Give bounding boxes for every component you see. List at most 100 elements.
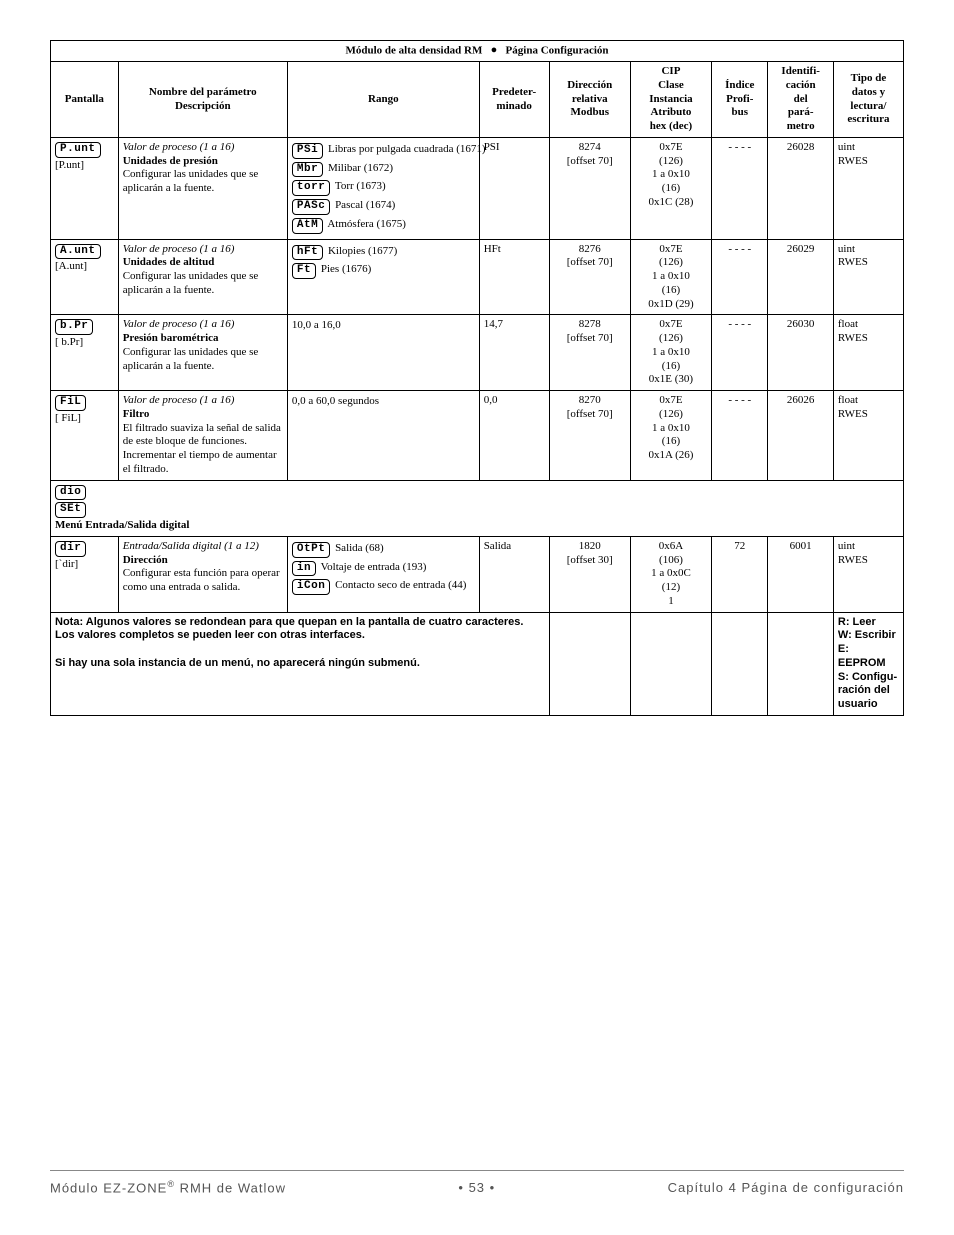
range-option: PSi Libras por pulgada cuadrada (1671): [292, 142, 475, 160]
param-context: Valor de proceso (1 a 16): [123, 141, 235, 153]
legend-cell: R: Leer W: Escribir E: EEPROM S: Configu…: [833, 612, 903, 715]
display-seg-icon: b.Pr: [55, 319, 93, 335]
page-canvas: Módulo de alta densidad RM ● Página Conf…: [50, 40, 904, 1195]
col-tipo: Tipo de datos y lectura/ escritura: [833, 62, 903, 138]
param-context: Valor de proceso (1 a 16): [123, 318, 235, 330]
cell-modbus: 8276[offset 70]: [549, 239, 630, 315]
param-context: Valor de proceso (1 a 16): [123, 394, 235, 406]
param-desc: Configurar las unidades que se aplicarán…: [123, 168, 259, 194]
table-row: FiL [ FiL] Valor de proceso (1 a 16) Fil…: [51, 391, 904, 481]
display-sub: [ FiL]: [55, 412, 81, 424]
col-pantalla: Pantalla: [51, 62, 119, 138]
cell-default: HFt: [479, 239, 549, 315]
footer-left-b: RMH de Watlow: [175, 1180, 286, 1195]
seg-icon: PASc: [292, 199, 330, 215]
cell-cip: 0x6A(106)1 a 0x0C(12)1: [630, 536, 711, 612]
col-nombre: Nombre del parámetro Descripción: [118, 62, 287, 138]
cell-type: uint RWES: [833, 239, 903, 315]
table-body: P.unt [P.unt] Valor de proceso (1 a 16) …: [51, 137, 904, 715]
cell-cip: 0x7E(126)1 a 0x10(16)0x1A (26): [630, 391, 711, 481]
footer-mid: • 53 •: [458, 1180, 495, 1195]
cell-ident: 26028: [768, 137, 833, 239]
cell-ident: 26029: [768, 239, 833, 315]
seg-icon: in: [292, 561, 316, 577]
param-desc: El filtrado suaviza la señal de salida d…: [123, 422, 281, 475]
cell-type: uint RWES: [833, 536, 903, 612]
range-option: iCon Contacto seco de entrada (44): [292, 578, 475, 596]
seg-icon: Mbr: [292, 162, 323, 178]
param-name: Dirección: [123, 554, 168, 566]
cell-default: Salida: [479, 536, 549, 612]
param-name: Presión barométrica: [123, 332, 219, 344]
table-row: b.Pr [ b.Pr] Valor de proceso (1 a 16) P…: [51, 315, 904, 391]
note-row: Nota: Algunos valores se redondean para …: [51, 612, 904, 715]
seg-icon: torr: [292, 180, 330, 196]
cell-default: 0,0: [479, 391, 549, 481]
seg-icon: PSi: [292, 143, 323, 159]
cell-cip: 0x7E(126)1 a 0x10(16)0x1C (28): [630, 137, 711, 239]
param-desc: Configurar las unidades que se aplicarán…: [123, 346, 259, 372]
title-right: Página Configuración: [506, 44, 609, 56]
param-desc: Configurar las unidades que se aplicarán…: [123, 270, 259, 296]
col-ident: Identifi- cación del pará- metro: [768, 62, 833, 138]
display-sub: [P.unt]: [55, 159, 84, 171]
cell-default: 14,7: [479, 315, 549, 391]
col-pred: Predeter- minado: [479, 62, 549, 138]
seg-icon: hFt: [292, 245, 323, 261]
seg-icon: AtM: [292, 218, 323, 234]
footer-right: Capítulo 4 Página de configuración: [668, 1180, 904, 1195]
range-option: AtM Atmósfera (1675): [292, 217, 475, 235]
param-desc: Configurar esta función para operar como…: [123, 567, 280, 593]
cell-profibus: - - - -: [712, 137, 768, 239]
range-option: torr Torr (1673): [292, 179, 475, 197]
display-seg-icon: FiL: [55, 395, 86, 411]
range-option: PASc Pascal (1674): [292, 198, 475, 216]
display-seg-icon: dir: [55, 541, 86, 557]
range-text: 10,0 a 16,0: [292, 319, 475, 333]
range-option: in Voltaje de entrada (193): [292, 560, 475, 578]
param-name: Filtro: [123, 408, 150, 420]
param-context: Valor de proceso (1 a 16): [123, 243, 235, 255]
page-footer: Módulo EZ-ZONE® RMH de Watlow • 53 • Cap…: [50, 1170, 904, 1195]
param-name: Unidades de altitud: [123, 256, 215, 268]
cell-ident: 26030: [768, 315, 833, 391]
display-sub: [A.unt]: [55, 260, 87, 272]
col-rango: Rango: [287, 62, 479, 138]
footer-left-a: Módulo EZ-ZONE: [50, 1180, 167, 1195]
table-row: P.unt [P.unt] Valor de proceso (1 a 16) …: [51, 137, 904, 239]
cell-profibus: - - - -: [712, 315, 768, 391]
range-option: Ft Pies (1676): [292, 262, 475, 280]
param-name: Unidades de presión: [123, 155, 218, 167]
cell-profibus: 72: [712, 536, 768, 612]
cell-type: float RWES: [833, 391, 903, 481]
col-profi: Índice Profi- bus: [712, 62, 768, 138]
col-cip: CIP Clase Instancia Atributo hex (dec): [630, 62, 711, 138]
range-option: hFt Kilopies (1677): [292, 244, 475, 262]
cell-type: float RWES: [833, 315, 903, 391]
parameter-table: Módulo de alta densidad RM ● Página Conf…: [50, 40, 904, 716]
cell-cip: 0x7E(126)1 a 0x10(16)0x1E (30): [630, 315, 711, 391]
cell-profibus: - - - -: [712, 239, 768, 315]
table-row: dir [`dir] Entrada/Salida digital (1 a 1…: [51, 536, 904, 612]
cell-modbus: 1820[offset 30]: [549, 536, 630, 612]
menu-seg-icon: SEt: [55, 502, 86, 518]
cell-modbus: 8274[offset 70]: [549, 137, 630, 239]
range-option: OtPt Salida (68): [292, 541, 475, 559]
param-context: Entrada/Salida digital (1 a 12): [123, 540, 259, 552]
range-text: 0,0 a 60,0 segundos: [292, 395, 475, 409]
seg-icon: iCon: [292, 579, 330, 595]
menu-label: Menú Entrada/Salida digital: [55, 519, 189, 531]
cell-profibus: - - - -: [712, 391, 768, 481]
col-dir: Dirección relativa Modbus: [549, 62, 630, 138]
range-option: Mbr Milibar (1672): [292, 161, 475, 179]
menu-header-row: dio SEt Menú Entrada/Salida digital: [51, 480, 904, 536]
display-sub: [ b.Pr]: [55, 336, 83, 348]
seg-icon: OtPt: [292, 542, 330, 558]
menu-seg-icon: dio: [55, 485, 86, 501]
cell-ident: 26026: [768, 391, 833, 481]
footer-left: Módulo EZ-ZONE® RMH de Watlow: [50, 1179, 286, 1195]
table-row: A.unt [A.unt] Valor de proceso (1 a 16) …: [51, 239, 904, 315]
title-left: Módulo de alta densidad RM: [345, 44, 482, 56]
cell-cip: 0x7E(126)1 a 0x10(16)0x1D (29): [630, 239, 711, 315]
display-seg-icon: A.unt: [55, 244, 101, 260]
